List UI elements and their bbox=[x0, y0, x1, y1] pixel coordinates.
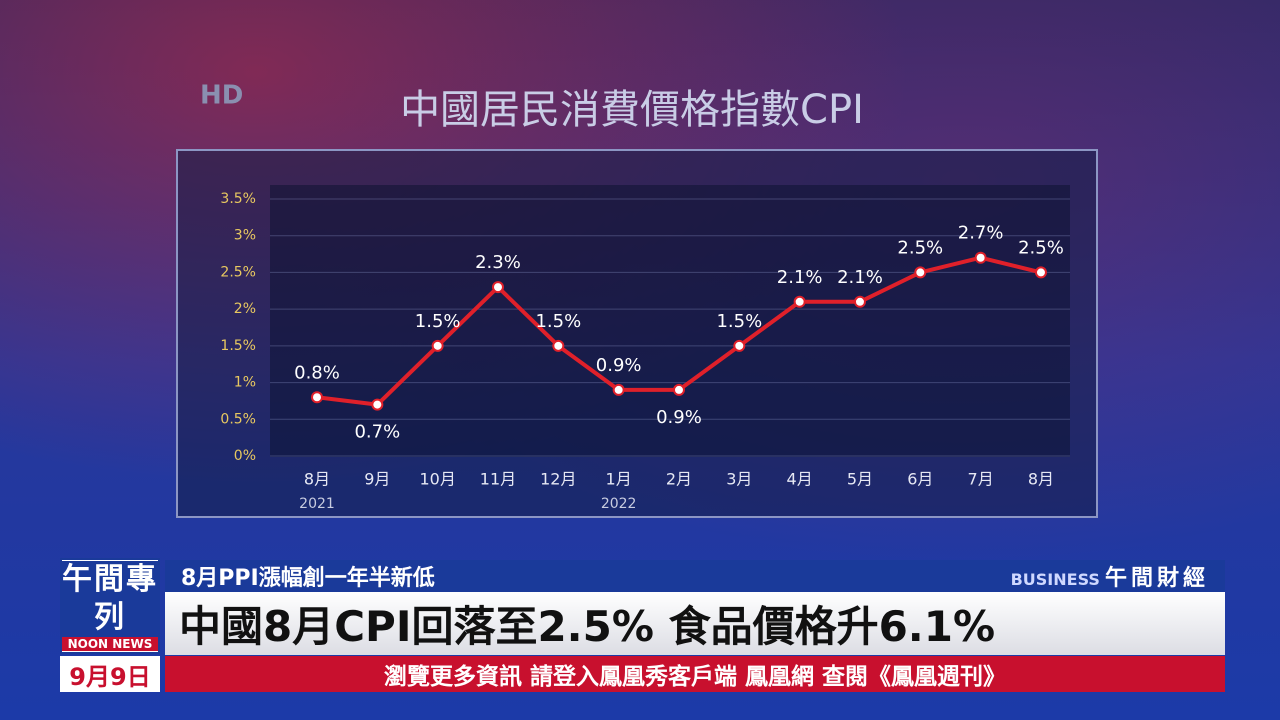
logo: HD bbox=[200, 81, 243, 111]
value-label: 1.5% bbox=[535, 311, 581, 332]
y-tick-label: 0% bbox=[234, 448, 256, 464]
x-tick-label: 5月 bbox=[847, 470, 873, 489]
point bbox=[793, 295, 806, 308]
x-tick-label: 11月 bbox=[480, 470, 516, 489]
x-tick-label: 1月 bbox=[606, 470, 632, 489]
program-box: 午間專列 NOON NEWS bbox=[60, 558, 160, 654]
value-label: 0.8% bbox=[294, 362, 340, 383]
x-tick-label: 4月 bbox=[787, 470, 813, 489]
y-tick-label: 1.5% bbox=[220, 338, 256, 354]
program: 午間專列 bbox=[62, 561, 158, 637]
y-tick-label: 3.5% bbox=[220, 191, 256, 207]
value-label: 0.9% bbox=[656, 407, 702, 428]
y-tick-label: 0.5% bbox=[220, 411, 256, 427]
value-label: 0.9% bbox=[596, 355, 642, 376]
x-tick-label: 12月 bbox=[540, 470, 576, 489]
point bbox=[431, 339, 444, 352]
point bbox=[311, 391, 323, 404]
plot-area bbox=[270, 185, 1070, 457]
value-label: 2.3% bbox=[475, 252, 521, 273]
ticker: 瀏覽更多資訊 請登入鳳凰秀客戶端 鳳凰網 查閱《鳳凰週刊》 bbox=[165, 656, 1225, 692]
x-year-label: 2021 bbox=[299, 496, 335, 512]
x-year-label: 2022 bbox=[601, 496, 637, 512]
point bbox=[371, 398, 384, 411]
value-label: 1.5% bbox=[415, 311, 461, 332]
value-label: 2.1% bbox=[837, 267, 883, 288]
y-tick-label: 2% bbox=[234, 301, 256, 317]
chart: HD 中國居民消費價格指數CPI 0% 0.5% 1% 1.5% 2% 2.5% 3% 3.5… bbox=[176, 81, 1098, 518]
program-en: NOON NEWS bbox=[62, 637, 158, 651]
value-label: 2.5% bbox=[897, 237, 943, 258]
chart-title: 中國居民消費價格指數CPI bbox=[400, 87, 864, 133]
y-tick-label: 1% bbox=[234, 375, 256, 391]
x-tick-label: 9月 bbox=[364, 470, 390, 489]
x-tick-label: 6月 bbox=[907, 470, 933, 489]
date: 9月9日 bbox=[60, 656, 160, 692]
section: 午間財經 bbox=[1104, 566, 1209, 591]
point bbox=[853, 295, 866, 308]
x-tick-label: 2月 bbox=[666, 470, 692, 489]
point bbox=[914, 266, 927, 279]
subhead: 8月PPI漲幅創一年半新低 bbox=[181, 566, 435, 591]
x-tick-label: 7月 bbox=[968, 470, 994, 489]
y-tick-label: 2.5% bbox=[220, 264, 256, 280]
point bbox=[1034, 266, 1047, 279]
x-tick-label: 10月 bbox=[419, 470, 455, 489]
point bbox=[491, 281, 504, 294]
point bbox=[733, 339, 746, 352]
point bbox=[552, 339, 565, 352]
value-label: 2.5% bbox=[1018, 237, 1064, 258]
y-tick-label: 3% bbox=[234, 228, 256, 244]
value-label: 2.1% bbox=[777, 267, 823, 288]
value-label: 0.7% bbox=[354, 422, 400, 443]
x-tick-label: 3月 bbox=[726, 470, 752, 489]
value-label: 2.7% bbox=[958, 223, 1004, 244]
point bbox=[612, 383, 625, 396]
section-en: BUSINESS bbox=[1010, 570, 1100, 589]
headline: 中國8月CPI回落至2.5% 食品價格升6.1% bbox=[165, 592, 1225, 655]
subhead-bar: 8月PPI漲幅創一年半新低 BUSINESS 午間財經 bbox=[165, 560, 1225, 592]
point bbox=[974, 251, 987, 264]
point bbox=[672, 383, 685, 396]
value-label: 1.5% bbox=[716, 311, 762, 332]
x-tick-label: 8月 bbox=[304, 470, 330, 489]
x-tick-label: 8月 bbox=[1028, 470, 1054, 489]
